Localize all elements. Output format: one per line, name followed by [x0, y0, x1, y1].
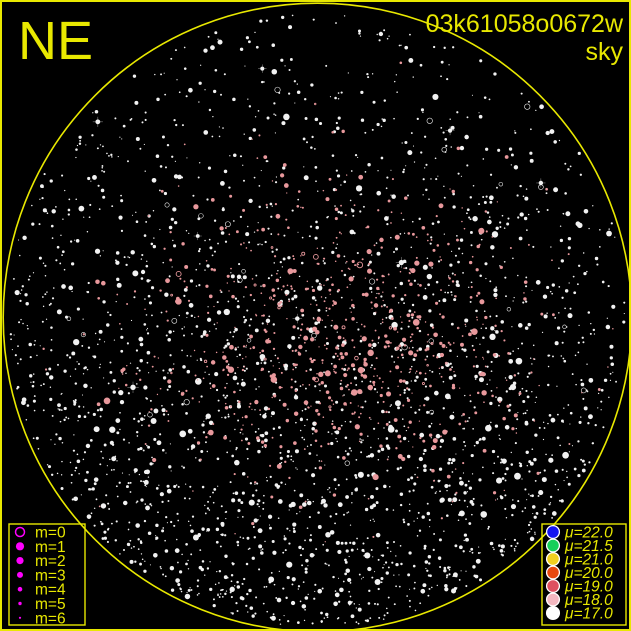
svg-text:μ=17.0: μ=17.0 — [564, 606, 613, 623]
svg-text:03k61058o0672w: 03k61058o0672w — [426, 10, 624, 38]
svg-text:NE: NE — [18, 11, 93, 71]
svg-text:sky: sky — [586, 38, 624, 66]
svg-text:m=6: m=6 — [35, 610, 66, 627]
